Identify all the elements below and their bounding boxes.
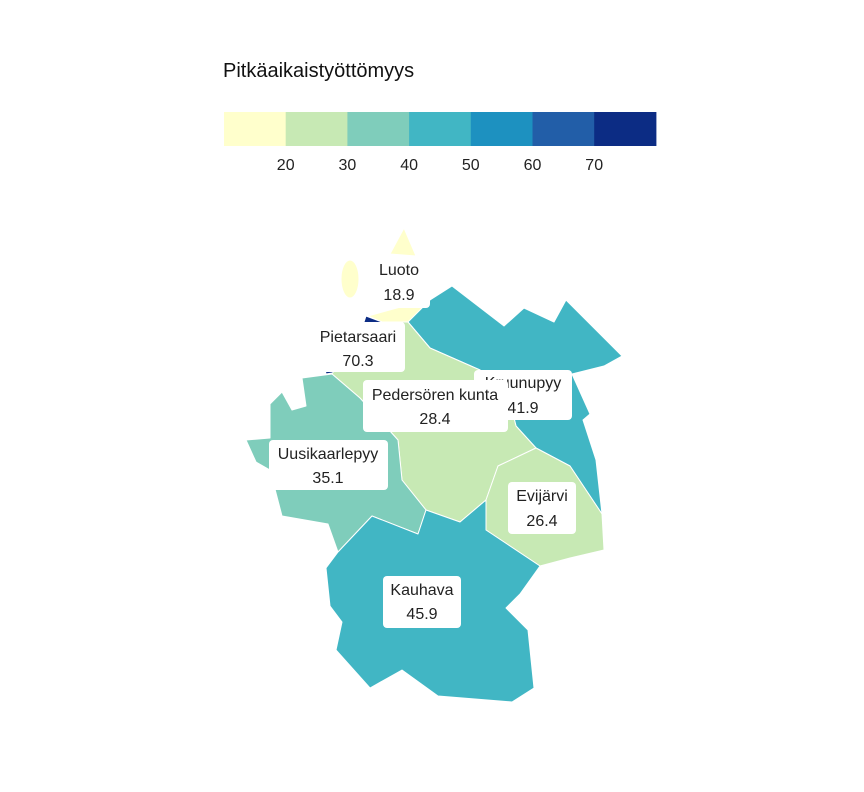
region-name: Luoto bbox=[379, 262, 419, 279]
region-value: 35.1 bbox=[312, 470, 343, 487]
legend-tick-label: 50 bbox=[462, 157, 480, 174]
legend-color-scale bbox=[224, 112, 657, 146]
region-value: 41.9 bbox=[507, 400, 538, 417]
region-name: Uusikaarlepyy bbox=[278, 446, 378, 463]
label-pedersoren-kunta: Pedersören kunta 28.4 bbox=[363, 380, 508, 432]
legend-bin bbox=[532, 112, 595, 146]
legend-bin bbox=[224, 112, 287, 146]
region-name: Kauhava bbox=[390, 582, 453, 599]
region-value: 28.4 bbox=[419, 411, 450, 428]
region-value: 45.9 bbox=[406, 606, 437, 623]
region-name: Pietarsaari bbox=[320, 329, 396, 346]
label-box bbox=[269, 440, 388, 490]
legend-bin bbox=[470, 112, 533, 146]
legend-bin bbox=[285, 112, 348, 146]
legend-bin bbox=[347, 112, 410, 146]
legend-tick-label: 70 bbox=[585, 157, 603, 174]
label-box bbox=[367, 256, 430, 308]
label-evijarvi: Evijärvi 26.4 bbox=[508, 482, 576, 534]
label-pietarsaari: Pietarsaari 70.3 bbox=[311, 322, 405, 372]
label-kauhava: Kauhava 45.9 bbox=[383, 576, 461, 628]
region-labels: Kruunupyy 41.9 Luoto 18.9 Pietarsaari 70… bbox=[269, 256, 576, 628]
legend-ticks: 20 30 40 50 60 70 bbox=[277, 157, 603, 174]
legend: Pitkäaikaistyöttömyys 20 30 40 50 60 70 bbox=[223, 60, 657, 174]
legend-tick-label: 20 bbox=[277, 157, 295, 174]
region-name: Pedersören kunta bbox=[372, 387, 498, 404]
label-box bbox=[311, 322, 405, 372]
region-value: 26.4 bbox=[526, 513, 557, 530]
legend-title: Pitkäaikaistyöttömyys bbox=[223, 60, 414, 82]
label-box bbox=[508, 482, 576, 534]
region-value: 18.9 bbox=[383, 287, 414, 304]
legend-tick-label: 30 bbox=[339, 157, 357, 174]
legend-tick-label: 40 bbox=[400, 157, 418, 174]
region-name: Evijärvi bbox=[516, 488, 568, 505]
label-luoto: Luoto 18.9 bbox=[367, 256, 430, 308]
label-box bbox=[363, 380, 508, 432]
legend-bin bbox=[594, 112, 657, 146]
legend-bin bbox=[409, 112, 472, 146]
region-value: 70.3 bbox=[342, 353, 373, 370]
legend-tick-label: 60 bbox=[524, 157, 542, 174]
label-box bbox=[383, 576, 461, 628]
label-uusikaarlepyy: Uusikaarlepyy 35.1 bbox=[269, 440, 388, 490]
